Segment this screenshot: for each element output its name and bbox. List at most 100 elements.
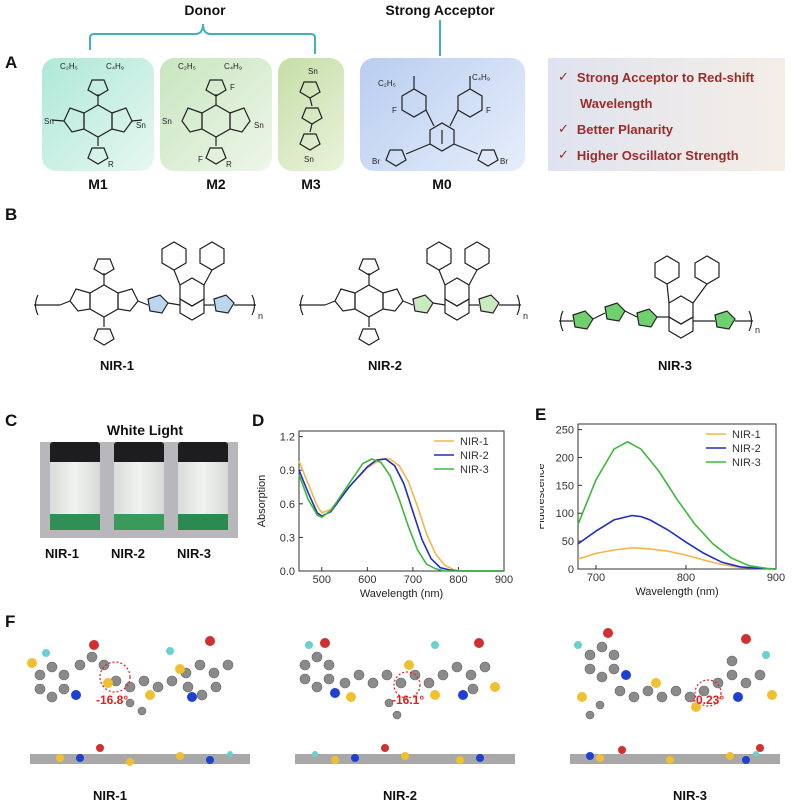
nir1-dft-top	[27, 636, 234, 716]
panel-label-f: F	[5, 612, 16, 631]
nir1-label: NIR-1	[100, 358, 134, 373]
feature-row-1: ✓ Strong Acceptor to Red-shift	[558, 64, 785, 90]
m3-structure: Sn Sn	[299, 67, 323, 164]
y-tick-label: 150	[556, 480, 574, 492]
m2-sn-right: Sn	[254, 121, 264, 130]
vial-label-nir2: NIR-2	[111, 546, 145, 561]
nir1-dft-side	[30, 744, 250, 766]
m3-sn-top: Sn	[308, 67, 318, 76]
legend-label: NIR-1	[460, 436, 489, 448]
x-tick-label: 500	[313, 574, 331, 586]
panel-label-b: B	[5, 205, 18, 224]
m1-sn-left: Sn	[44, 117, 54, 126]
white-light-title: White Light	[106, 422, 184, 438]
panel-label-c: C	[5, 411, 18, 430]
dft-label-nir2: NIR-2	[383, 788, 417, 803]
m2-f-top: F	[230, 83, 235, 92]
y-tick-label: 50	[562, 536, 574, 548]
nir3-n: n	[755, 325, 760, 335]
nir3-torsion-angle: -0.23°	[692, 693, 725, 707]
m0-f-left: F	[392, 106, 397, 115]
legend-label: NIR-3	[460, 464, 489, 476]
feature-text-1: Strong Acceptor to Red-shift	[576, 69, 755, 85]
m2-c4h9: C₄H₉	[224, 62, 242, 71]
feature-text-4: Higher Oscillator Strength	[576, 147, 739, 163]
panel-label-e: E	[535, 405, 547, 424]
donor-bracket	[89, 23, 316, 54]
x-tick-label: 800	[449, 574, 467, 586]
vial-photo	[40, 442, 238, 538]
monomer-box-m1: C₂H₅ C₄H₉ Sn Sn R	[42, 58, 154, 171]
m3-sn-bottom: Sn	[304, 155, 314, 164]
x-tick-label: 700	[404, 574, 422, 586]
m2-structure: C₂H₅ C₄H₉ F F Sn Sn R	[162, 62, 264, 169]
monomer-box-m3: Sn Sn	[278, 58, 344, 171]
vial-nir3	[178, 442, 228, 536]
y-tick-label: 250	[556, 425, 574, 437]
vial-nir1	[50, 442, 100, 536]
acceptor-label: Strong Acceptor	[385, 2, 495, 18]
m0-f-right: F	[486, 106, 491, 115]
x-axis-label: Wavelength (nm)	[360, 588, 443, 600]
x-tick-label: 600	[358, 574, 376, 586]
m0-c4h9: C₄H₉	[472, 73, 490, 82]
series-line-nir-1	[577, 546, 777, 570]
monomer-box-m2: C₂H₅ C₄H₉ F F Sn Sn R	[160, 58, 272, 171]
monomer-label-m1: M1	[88, 176, 108, 192]
nir1-torsion-angle: -16.8°	[96, 693, 129, 707]
nir2-label: NIR-2	[368, 358, 402, 373]
absorption-chart: 500 600 700 800 900 0.0 0.3 0.6 0.9 1.2 Wavelength…	[256, 430, 513, 600]
plot-frame	[298, 430, 505, 572]
nir3-dft-top	[574, 628, 777, 720]
m0-br-left: Br	[372, 157, 380, 166]
feature-row-2: ✓ Better Planarity	[558, 116, 785, 142]
dft-label-nir1: NIR-1	[93, 788, 127, 803]
feature-text-3: Better Planarity	[576, 121, 673, 137]
m2-c2h5: C₂H₅	[178, 62, 196, 71]
legend-label: NIR-1	[732, 429, 761, 441]
legend-label: NIR-3	[732, 457, 761, 469]
x-tick-label: 900	[767, 572, 785, 584]
nir2-structure: n	[299, 241, 528, 346]
y-tick-label: 0	[568, 564, 574, 576]
nir2-torsion-angle: -16.1°	[392, 693, 425, 707]
series-line-nir-2	[298, 458, 504, 572]
y-axis-label: Fluorescence	[540, 463, 547, 529]
legend-label: NIR-2	[732, 443, 761, 455]
nir3-structure: n	[559, 255, 760, 339]
m1-structure: C₂H₅ C₄H₉ Sn Sn R	[44, 62, 146, 169]
plot-frame	[577, 423, 777, 570]
nir2-dft-side	[295, 744, 515, 764]
monomer-label-m3: M3	[301, 176, 321, 192]
panel-label-a: A	[5, 53, 18, 72]
x-axis-label: Wavelength (nm)	[635, 586, 718, 598]
m1-c2h5: C₂H₅	[60, 62, 78, 71]
y-tick-label: 100	[556, 508, 574, 520]
features-box: ✓ Strong Acceptor to Red-shift Wavelengt…	[548, 58, 785, 171]
m2-f-bottom: F	[198, 155, 203, 164]
series-line-nir-3	[577, 440, 777, 570]
y-axis-label: Absorption	[256, 475, 268, 528]
x-tick-label: 800	[677, 572, 695, 584]
nir3-label: NIR-3	[658, 358, 692, 373]
vial-label-nir1: NIR-1	[45, 546, 79, 561]
fluorescence-chart: 700 800 900 0 50 100 150 200 250 Wavelength (nm) F…	[540, 423, 785, 598]
vial-label-nir3: NIR-3	[177, 546, 211, 561]
monomer-label-m0: M0	[432, 176, 452, 192]
nir1-structure: n	[34, 241, 263, 346]
m1-sn-right: Sn	[136, 121, 146, 130]
nir1-n: n	[258, 311, 263, 321]
feature-text-2: Wavelength	[580, 95, 653, 111]
m0-br-right: Br	[500, 157, 508, 166]
m1-c4h9: C₄H₉	[106, 62, 124, 71]
check-icon: ✓	[558, 69, 569, 84]
m0-c2h5: C₂H₅	[378, 79, 396, 88]
check-icon: ✓	[558, 121, 569, 136]
check-icon: ✓	[558, 147, 569, 162]
donor-label: Donor	[184, 2, 226, 18]
y-tick-label: 0.3	[280, 532, 295, 544]
y-tick-label: 1.2	[280, 432, 295, 444]
feature-row-1b: Wavelength	[558, 90, 785, 116]
monomer-label-m2: M2	[206, 176, 226, 192]
dft-label-nir3: NIR-3	[673, 788, 707, 803]
